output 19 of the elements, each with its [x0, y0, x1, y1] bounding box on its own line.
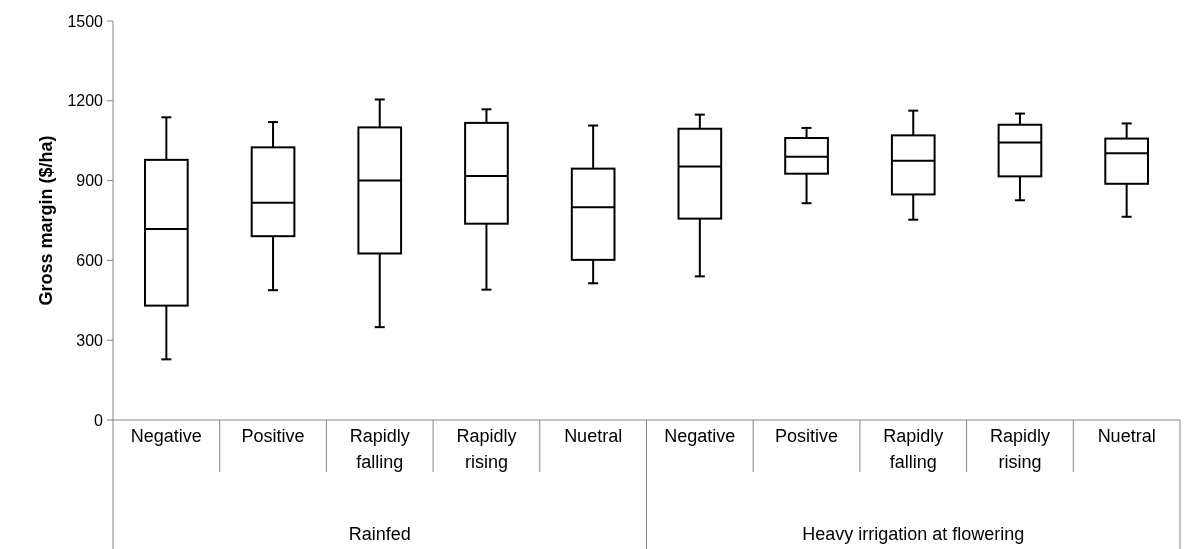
text: Heavy irrigation at flowering: [802, 524, 1025, 544]
y-tick-label: 600: [76, 252, 104, 269]
x-tick-label: Nuetral: [1097, 426, 1156, 446]
x-tick-label: Negative: [130, 426, 202, 446]
y-tick-label: 900: [76, 172, 104, 190]
x-tick-label: Positive: [775, 426, 839, 446]
x-tick-label: Rapidly falling: [883, 426, 944, 472]
x-tick-label: Rapidly falling: [349, 426, 410, 472]
x-tick-label: Nuetral: [564, 426, 623, 446]
y-tick-label: 1200: [67, 92, 104, 110]
y-tick-label: 300: [76, 331, 104, 349]
y-tick-label: 1500: [67, 12, 104, 30]
text: Rainfed: [348, 524, 411, 544]
x-tick-label: Rapidly rising: [456, 426, 517, 472]
y-axis-title: Gross margin ($/ha): [36, 135, 56, 306]
x-tick-label: Positive: [241, 426, 305, 446]
x-tick-label: Rapidly rising: [989, 426, 1050, 472]
x-tick-label: Negative: [664, 426, 736, 446]
y-tick-label: 0: [94, 411, 104, 429]
